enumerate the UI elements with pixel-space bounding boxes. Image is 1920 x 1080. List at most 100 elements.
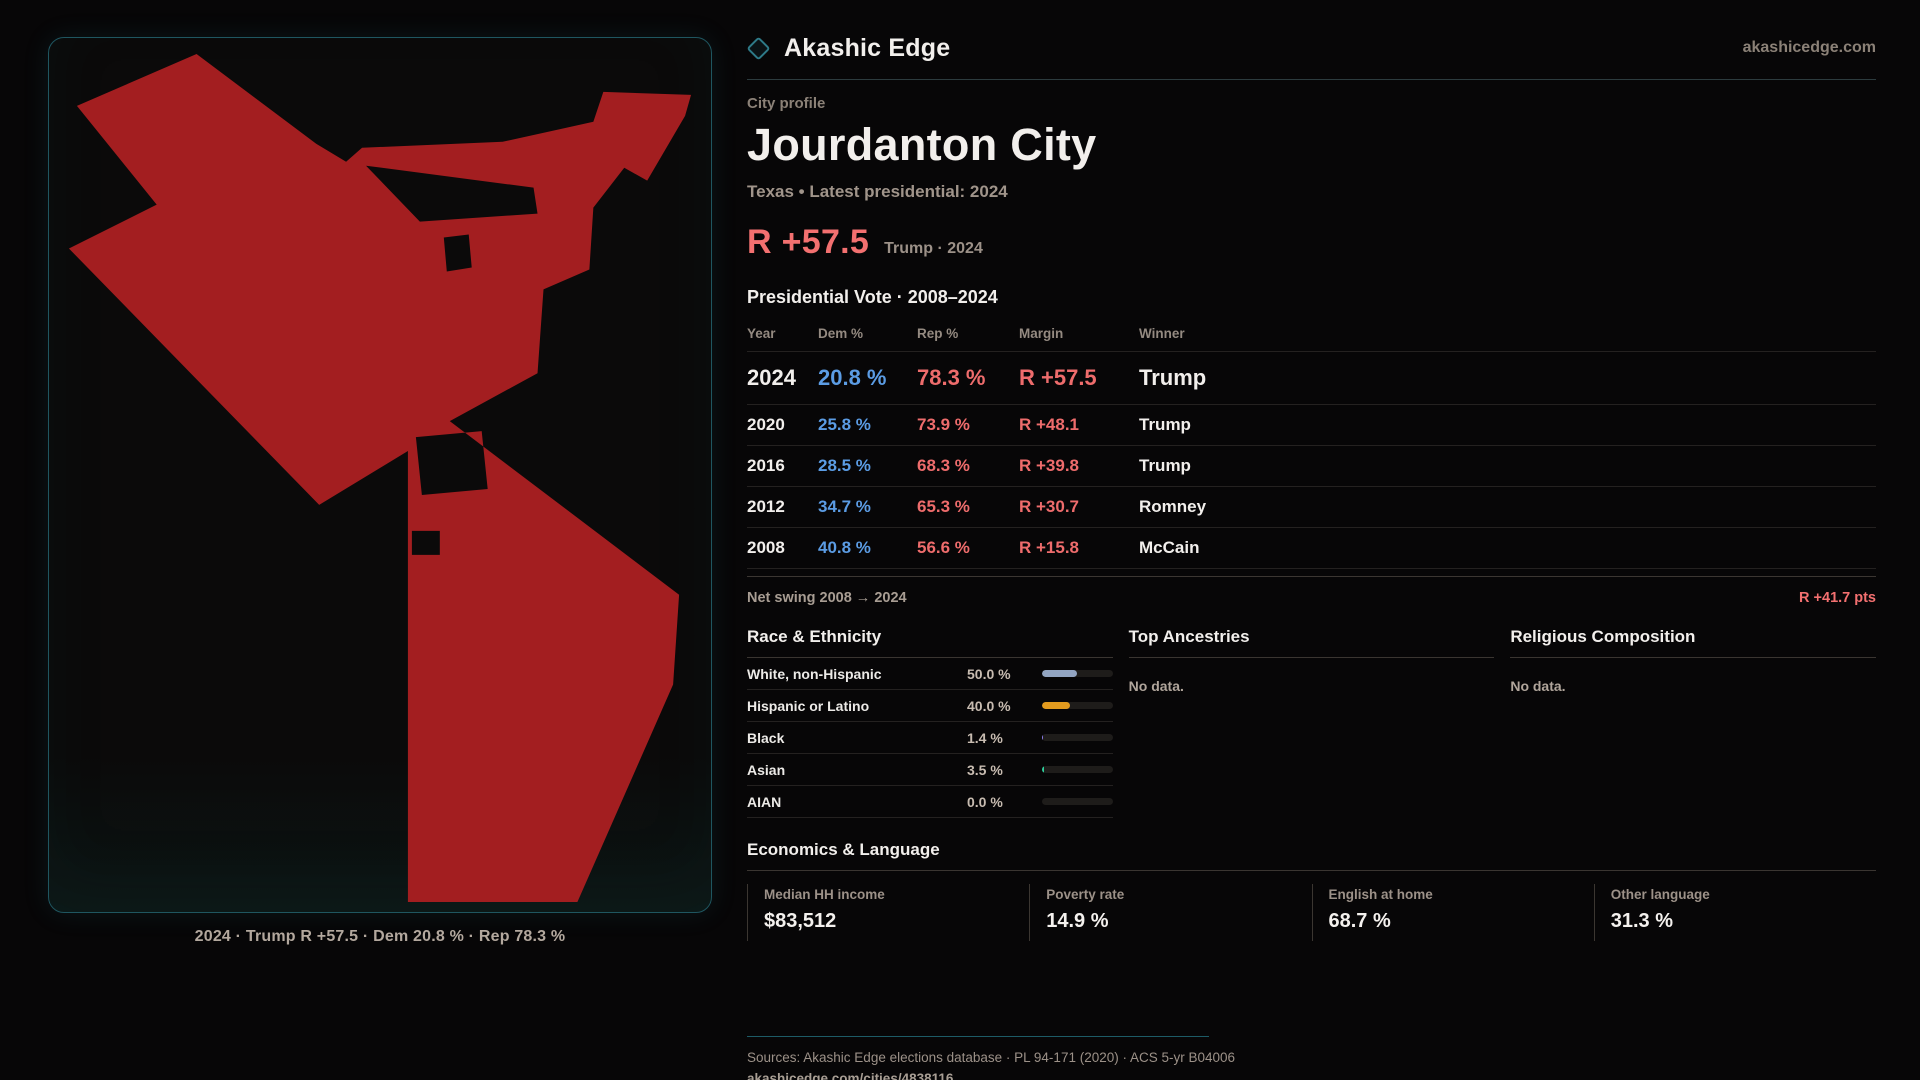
- race-row: AIAN 0.0 %: [747, 786, 1113, 818]
- cell-winner: Romney: [1139, 497, 1207, 516]
- section-divider: [747, 870, 1876, 871]
- net-swing-label: Net swing 2008 → 2024: [747, 590, 907, 606]
- race-label: Asian: [747, 761, 786, 778]
- col-winner: Winner: [1139, 326, 1185, 341]
- section-divider: [1510, 657, 1876, 658]
- footer-sources: Sources: Akashic Edge elections database…: [747, 1050, 1236, 1065]
- cell-winner: Trump: [1139, 415, 1191, 434]
- cell-year: 2012: [747, 497, 785, 516]
- ancestries-section: Top Ancestries No data.: [1128, 627, 1495, 818]
- race-bar: [1041, 766, 1113, 773]
- headline-margin-row: R +57.5 Trump · 2024: [747, 223, 1876, 262]
- net-swing-row: Net swing 2008 → 2024 R +41.7 pts: [747, 576, 1876, 606]
- race-bar-fill: [1041, 766, 1045, 773]
- race-ethnicity-section: Race & Ethnicity White, non-Hispanic 50.…: [747, 627, 1113, 818]
- cell-year: 2020: [747, 415, 785, 434]
- city-map-shape: [68, 53, 692, 903]
- cell-margin: R +57.5: [1019, 365, 1097, 390]
- ancestries-section-title: Top Ancestries: [1128, 627, 1250, 646]
- religion-section-title: Religious Composition: [1510, 627, 1696, 646]
- col-rep: Rep %: [917, 326, 959, 341]
- cell-rep: 56.6 %: [917, 538, 970, 557]
- cell-rep: 65.3 %: [917, 497, 970, 516]
- stat-value: 68.7 %: [1328, 910, 1391, 932]
- profile-content: Akashic Edge akashicedge.com City profil…: [746, 0, 1876, 1080]
- race-row: Asian 3.5 %: [747, 754, 1113, 786]
- race-bar-fill: [1041, 702, 1071, 709]
- demographics-grid: Race & Ethnicity White, non-Hispanic 50.…: [747, 627, 1876, 818]
- table-row: 2016 28.5 % 68.3 % R +39.8 Trump: [747, 446, 1876, 487]
- section-divider: [747, 657, 1113, 658]
- table-row: 2020 25.8 % 73.9 % R +48.1 Trump: [747, 405, 1876, 446]
- headline-margin-value: R +57.5: [747, 223, 870, 261]
- race-bar: [1041, 702, 1113, 709]
- brand-name: Akashic Edge: [784, 33, 951, 62]
- race-label: AIAN: [747, 793, 782, 810]
- footer: Sources: Akashic Edge elections database…: [747, 1036, 1876, 1080]
- cell-dem: 20.8 %: [818, 365, 887, 390]
- site-link[interactable]: akashicedge.com: [1742, 39, 1876, 56]
- vote-table: Year Dem % Rep % Margin Winner 2024 20.8…: [747, 322, 1876, 569]
- cell-margin: R +30.7: [1019, 497, 1080, 516]
- stat-label: Median HH income: [764, 887, 885, 902]
- brand-diamond-icon: [746, 35, 771, 61]
- map-caption: 2024 · Trump R +57.5 · Dem 20.8 % · Rep …: [194, 928, 566, 945]
- cell-rep: 68.3 %: [917, 456, 970, 475]
- cell-margin: R +48.1: [1019, 415, 1080, 434]
- cell-rep: 78.3 %: [917, 365, 986, 390]
- race-bar-fill: [1041, 734, 1043, 741]
- net-swing-value: R +41.7 pts: [1799, 590, 1876, 606]
- religion-empty-state: No data.: [1510, 678, 1566, 694]
- cell-margin: R +15.8: [1019, 538, 1080, 557]
- economics-section: Economics & Language Median HH income $8…: [747, 840, 1876, 941]
- religion-section: Religious Composition No data.: [1510, 627, 1876, 818]
- race-section-title: Race & Ethnicity: [747, 627, 882, 646]
- col-year: Year: [747, 326, 776, 341]
- cell-winner: Trump: [1139, 456, 1191, 475]
- stat-value: 31.3 %: [1610, 910, 1674, 932]
- table-row: 2012 34.7 % 65.3 % R +30.7 Romney: [747, 487, 1876, 528]
- race-row: Hispanic or Latino 40.0 %: [747, 690, 1113, 722]
- footer-permalink[interactable]: akashicedge.com/cities/4838116: [747, 1071, 954, 1080]
- race-label: White, non-Hispanic: [747, 665, 882, 682]
- cell-dem: 34.7 %: [818, 497, 871, 516]
- race-value: 3.5 %: [967, 761, 1003, 778]
- economics-section-title: Economics & Language: [747, 840, 940, 859]
- header: Akashic Edge akashicedge.com: [746, 28, 1876, 68]
- cell-winner: Trump: [1139, 365, 1207, 390]
- race-value: 50.0 %: [967, 665, 1011, 682]
- cell-dem: 25.8 %: [818, 415, 871, 434]
- stat-card: Other language 31.3 %: [1593, 884, 1876, 941]
- kicker: City profile: [747, 95, 826, 112]
- stat-card: Median HH income $83,512: [747, 884, 1029, 941]
- race-row: Black 1.4 %: [747, 722, 1113, 754]
- cell-margin: R +39.8: [1019, 456, 1080, 475]
- headline-margin-note: Trump · 2024: [884, 240, 983, 257]
- stat-value: 14.9 %: [1046, 910, 1109, 932]
- race-value: 40.0 %: [967, 697, 1011, 714]
- page-subtitle: Texas • Latest presidential: 2024: [747, 182, 1008, 201]
- cell-rep: 73.9 %: [917, 415, 970, 434]
- cell-year: 2016: [747, 456, 785, 475]
- table-row: 2024 20.8 % 78.3 % R +57.5 Trump: [747, 352, 1876, 405]
- section-divider: [1128, 657, 1495, 658]
- header-divider: [747, 79, 1876, 80]
- table-row: 2008 40.8 % 56.6 % R +15.8 McCain: [747, 528, 1876, 569]
- col-margin: Margin: [1019, 326, 1064, 341]
- stat-label: Poverty rate: [1046, 887, 1125, 902]
- page-title: Jourdanton City: [747, 119, 1097, 170]
- footer-divider: [747, 1036, 1209, 1037]
- cell-winner: McCain: [1139, 538, 1200, 557]
- race-value: 1.4 %: [967, 729, 1003, 746]
- race-bar: [1041, 670, 1113, 677]
- race-bar: [1041, 798, 1113, 805]
- vote-table-title: Presidential Vote · 2008–2024: [747, 287, 998, 307]
- stat-card: Poverty rate 14.9 %: [1029, 884, 1311, 941]
- stat-value: $83,512: [764, 910, 837, 932]
- race-label: Hispanic or Latino: [747, 697, 870, 714]
- race-bar-fill: [1041, 670, 1078, 677]
- stat-label: Other language: [1610, 887, 1710, 902]
- col-dem: Dem %: [818, 326, 864, 341]
- stat-label: English at home: [1328, 887, 1433, 902]
- cell-dem: 40.8 %: [818, 538, 871, 557]
